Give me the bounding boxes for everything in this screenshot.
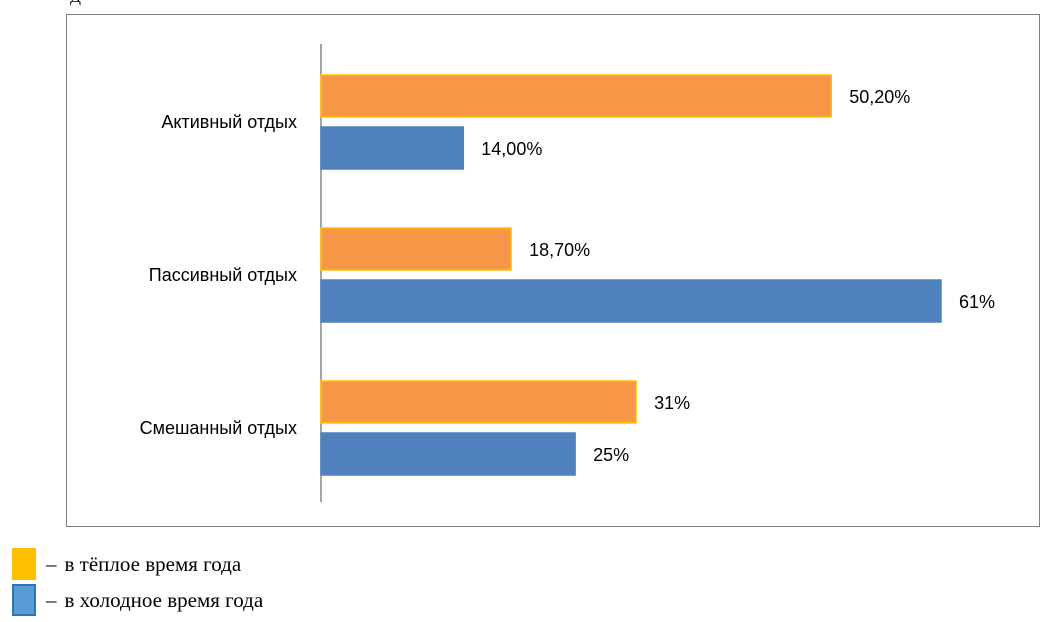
bar-warm (320, 74, 832, 118)
data-label: 31% (654, 393, 690, 413)
category-label: Смешанный отдых (140, 418, 297, 438)
legend-label-cold: в холодное время года (64, 587, 264, 612)
bar-cold (320, 432, 576, 476)
cut-off-text: Д (70, 0, 81, 7)
category-label: Активный отдых (161, 112, 297, 132)
data-label: 14,00% (481, 139, 542, 159)
chart-frame: Активный отдых 50,20% 14,00% Пассивный отды… (66, 14, 1040, 527)
category-label: Пассивный отдых (149, 265, 297, 285)
bar-cold (320, 126, 465, 170)
legend-item-cold: – в холодное время года (12, 584, 263, 616)
bar-chart: Активный отдых 50,20% 14,00% Пассивный отды… (140, 44, 995, 502)
bar-cold (320, 279, 942, 323)
legend-dash: – (46, 551, 57, 576)
bar-warm (320, 380, 637, 424)
legend-label-warm: в тёплое время года (64, 551, 242, 576)
legend-swatch-warm (12, 548, 36, 580)
bar-warm (320, 227, 512, 271)
data-label: 61% (959, 292, 995, 312)
data-label: 50,20% (849, 87, 910, 107)
legend-item-warm: – в тёплое время года (12, 548, 263, 580)
data-label: 18,70% (529, 240, 590, 260)
legend-dash: – (46, 587, 57, 612)
legend-swatch-cold (12, 584, 36, 616)
data-label: 25% (593, 445, 629, 465)
legend: – в тёплое время года – в холодное время… (12, 548, 263, 620)
